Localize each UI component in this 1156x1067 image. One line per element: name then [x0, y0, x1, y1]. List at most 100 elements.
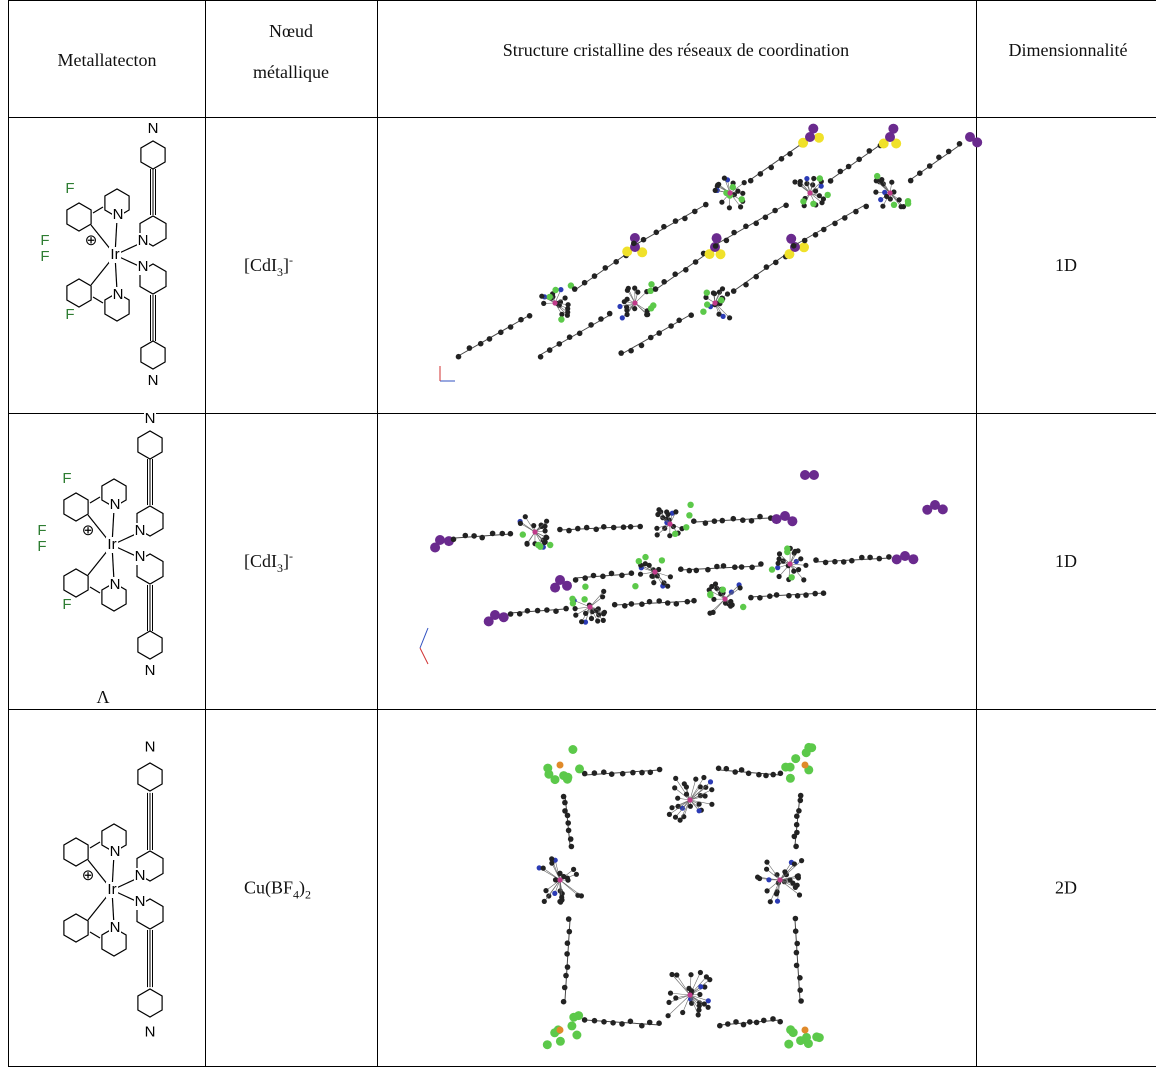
atom-sphere: [557, 1027, 564, 1034]
atom-sphere: [900, 551, 910, 561]
atom-sphere: [517, 611, 523, 617]
atom-sphere: [704, 290, 710, 296]
atom-sphere: [694, 568, 700, 574]
atom-sphere: [793, 916, 799, 922]
atom-sphere: [799, 858, 804, 863]
atom-sphere: [688, 312, 694, 318]
chain-bond: [830, 145, 880, 180]
atom-sphere: [701, 775, 706, 780]
atom-sphere: [720, 518, 726, 524]
atom-sphere: [703, 520, 709, 526]
atom-sphere: [786, 774, 795, 783]
atom-sphere: [625, 297, 630, 302]
atom-sphere: [711, 610, 716, 615]
atom-sphere: [747, 1019, 753, 1025]
atom-sphere: [879, 177, 884, 182]
atom-sphere: [673, 995, 678, 1000]
bond: [90, 932, 100, 938]
atom-sphere: [814, 133, 824, 143]
atom-label: Ir: [110, 246, 119, 263]
atom-sphere: [632, 300, 637, 305]
atom-sphere: [811, 176, 816, 181]
atom-sphere: [718, 297, 724, 303]
atom-sphere: [739, 196, 745, 202]
ring: [67, 203, 91, 231]
atom-sphere: [877, 556, 883, 562]
atom-sphere: [619, 1021, 625, 1027]
atom-sphere: [878, 197, 883, 202]
atom-sphere: [675, 796, 680, 801]
atom-sphere: [659, 557, 665, 563]
atom-sphere: [714, 564, 720, 570]
atom-sphere: [792, 861, 797, 866]
atom-sphere: [764, 264, 770, 270]
atom-sphere: [544, 607, 550, 613]
atom-sphere: [649, 574, 654, 579]
formula-part: -: [289, 549, 293, 563]
atom-sphere: [798, 556, 803, 561]
atom-sphere: [577, 331, 583, 337]
atom-sphere: [561, 999, 567, 1005]
atom-sphere: [707, 592, 713, 598]
atom-sphere: [542, 540, 547, 545]
atom-sphere: [535, 608, 541, 614]
atom-sphere: [753, 274, 759, 280]
atom-sphere: [794, 963, 800, 969]
atom-sphere: [523, 514, 528, 519]
atom-sphere: [717, 1023, 723, 1029]
atom-sphere: [800, 198, 806, 204]
atom-sphere: [574, 872, 579, 877]
atom-sphere: [665, 600, 671, 606]
atom-sphere: [607, 311, 613, 317]
atom-sphere: [632, 286, 637, 291]
atom-sphere: [669, 805, 674, 810]
atom-sphere: [703, 202, 709, 208]
metal-node: Cu(BF4)2: [244, 878, 311, 902]
atom-sphere: [775, 899, 780, 904]
atom-sphere: [541, 866, 546, 871]
atom-sphere: [595, 618, 600, 623]
atom-sphere: [683, 267, 689, 273]
atom-sphere: [859, 555, 865, 561]
atom-sphere: [601, 618, 606, 623]
atom-sphere: [897, 197, 902, 202]
atom-sphere: [725, 291, 730, 296]
atom-sphere: [688, 972, 693, 977]
atom-sphere: [749, 518, 755, 524]
atom-sphere: [672, 531, 678, 537]
atom-sphere: [743, 224, 749, 230]
dimensionality: 2D: [1055, 878, 1077, 898]
atom-sphere: [774, 891, 779, 896]
atom-sphere: [724, 766, 730, 772]
atom-sphere: [639, 1023, 645, 1029]
atom-sphere: [638, 572, 643, 577]
atom-sphere: [691, 598, 697, 604]
atom-sphere: [508, 531, 514, 537]
atom-sphere: [672, 785, 677, 790]
atom-sphere: [691, 518, 697, 524]
ring: [138, 631, 162, 659]
atom-sphere: [557, 877, 562, 882]
atom-sphere: [647, 1020, 653, 1026]
atom-sphere: [802, 1027, 809, 1034]
atom-sphere: [669, 972, 674, 977]
atom-label: Ir: [107, 881, 116, 898]
atom-sphere: [547, 347, 553, 353]
atom-sphere: [724, 238, 730, 244]
atom-sphere: [456, 354, 462, 360]
atom-sphere: [721, 314, 726, 319]
atom-sphere: [817, 193, 822, 198]
atom-sphere: [716, 766, 722, 772]
blob-bond: [690, 779, 696, 800]
atom-sphere: [598, 316, 604, 322]
atom-sphere: [613, 259, 619, 265]
atom-sphere: [749, 565, 755, 571]
formula-part: -: [289, 253, 293, 267]
atom-sphere: [601, 589, 606, 594]
atom-sphere: [748, 595, 754, 601]
atom-sphere: [687, 502, 693, 508]
atom-sphere: [668, 991, 673, 996]
atom-sphere: [856, 157, 862, 163]
atom-sphere: [589, 616, 594, 621]
atom-sphere: [748, 178, 754, 184]
